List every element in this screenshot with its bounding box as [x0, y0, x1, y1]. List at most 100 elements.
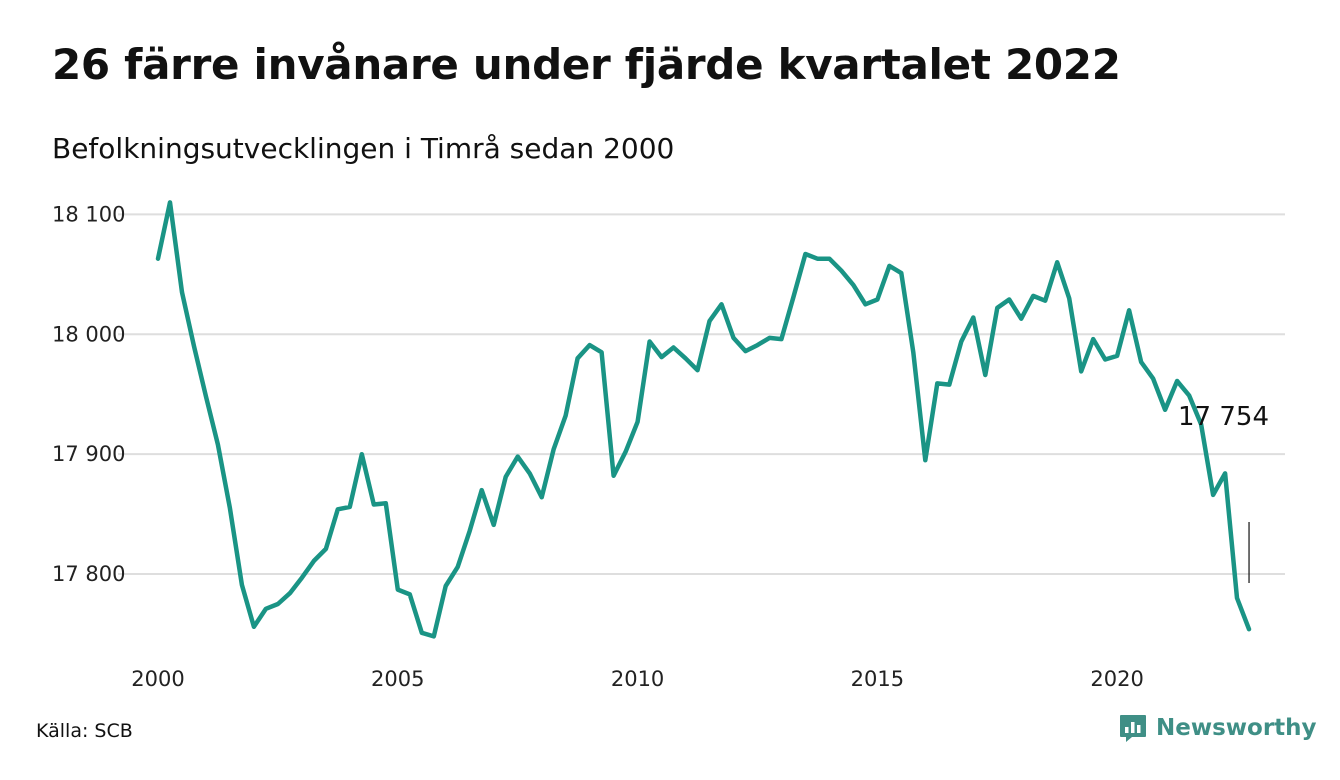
- y-tick-label: 17 800: [52, 562, 125, 586]
- data-point: [563, 413, 569, 419]
- data-point: [419, 630, 425, 636]
- chart-title: 26 färre invånare under fjärde kvartalet…: [52, 40, 1121, 89]
- data-point: [754, 342, 760, 348]
- data-point: [347, 504, 353, 510]
- data-point: [970, 314, 976, 320]
- data-point: [1210, 492, 1216, 498]
- data-point: [814, 256, 820, 262]
- y-tick-label: 18 100: [52, 202, 125, 226]
- data-point: [1174, 378, 1180, 384]
- data-point: [323, 546, 329, 552]
- data-point: [958, 338, 964, 344]
- data-point: [1030, 293, 1036, 299]
- data-point: [335, 506, 341, 512]
- data-point: [1138, 359, 1144, 365]
- data-point: [910, 349, 916, 355]
- data-point: [1222, 470, 1228, 476]
- data-point: [635, 419, 641, 425]
- data-point: [683, 355, 689, 361]
- data-point: [1150, 376, 1156, 382]
- data-point: [1090, 336, 1096, 342]
- data-point: [311, 558, 317, 564]
- data-point: [503, 474, 509, 480]
- data-point: [742, 348, 748, 354]
- data-point: [1006, 297, 1012, 303]
- data-point: [1186, 392, 1192, 398]
- data-point: [263, 606, 269, 612]
- y-tick-label: 17 900: [52, 442, 125, 466]
- data-point: [1102, 356, 1108, 362]
- data-point: [1114, 353, 1120, 359]
- data-point: [934, 380, 940, 386]
- data-point: [826, 256, 832, 262]
- data-point: [215, 442, 221, 448]
- data-point: [1126, 307, 1132, 313]
- data-point: [203, 394, 209, 400]
- data-point: [251, 624, 257, 630]
- data-point: [431, 633, 437, 639]
- data-point: [1066, 295, 1072, 301]
- data-point: [766, 335, 772, 341]
- data-point: [1162, 407, 1168, 413]
- data-point: [671, 344, 677, 350]
- data-point: [467, 528, 473, 534]
- data-point: [1246, 626, 1252, 632]
- annotation-layer: 17 754: [1178, 402, 1269, 583]
- y-axis-tick-labels: 17 800 17 900 18 000 18 100: [52, 202, 125, 586]
- data-point: [623, 449, 629, 455]
- data-point: [778, 336, 784, 342]
- newsworthy-logo[interactable]: Newsworthy: [1118, 713, 1317, 743]
- data-point: [155, 256, 161, 262]
- data-point: [898, 270, 904, 276]
- data-point: [383, 500, 389, 506]
- data-point: [227, 505, 233, 511]
- y-tick-label: 18 000: [52, 322, 125, 346]
- x-tick-label: 2015: [851, 667, 904, 691]
- data-point: [527, 470, 533, 476]
- data-point: [587, 342, 593, 348]
- data-point: [719, 301, 725, 307]
- data-point: [395, 587, 401, 593]
- data-point: [515, 454, 521, 460]
- data-point: [179, 289, 185, 295]
- data-point: [838, 268, 844, 274]
- data-point: [371, 502, 377, 508]
- data-point: [695, 367, 701, 373]
- data-point: [443, 583, 449, 589]
- data-point: [287, 590, 293, 596]
- x-tick-label: 2020: [1090, 667, 1143, 691]
- data-point: [862, 301, 868, 307]
- data-point: [659, 354, 665, 360]
- data-point: [167, 199, 173, 205]
- data-point: [1018, 316, 1024, 322]
- data-point: [239, 582, 245, 588]
- data-point: [275, 601, 281, 607]
- data-point: [922, 457, 928, 463]
- data-point: [191, 343, 197, 349]
- data-point: [707, 318, 713, 324]
- x-tick-label: 2010: [611, 667, 664, 691]
- gridlines: [118, 213, 1285, 576]
- data-point: [730, 335, 736, 341]
- data-point: [850, 282, 856, 288]
- data-point: [611, 473, 617, 479]
- data-point: [874, 297, 880, 303]
- series-layer: [155, 199, 1252, 639]
- data-point: [491, 522, 497, 528]
- data-point: [886, 263, 892, 269]
- data-point: [299, 575, 305, 581]
- data-point: [455, 564, 461, 570]
- data-point: [407, 591, 413, 597]
- source-note: Källa: SCB: [36, 720, 133, 742]
- data-point: [479, 487, 485, 493]
- series-line: [155, 200, 1252, 639]
- data-point: [575, 355, 581, 361]
- last-value-label: 17 754: [1178, 402, 1269, 432]
- data-point: [982, 372, 988, 378]
- data-point: [802, 251, 808, 257]
- data-point: [599, 349, 605, 355]
- data-point: [994, 305, 1000, 311]
- data-point: [647, 338, 653, 344]
- brand-name: Newsworthy: [1156, 715, 1317, 741]
- data-point: [1078, 368, 1084, 374]
